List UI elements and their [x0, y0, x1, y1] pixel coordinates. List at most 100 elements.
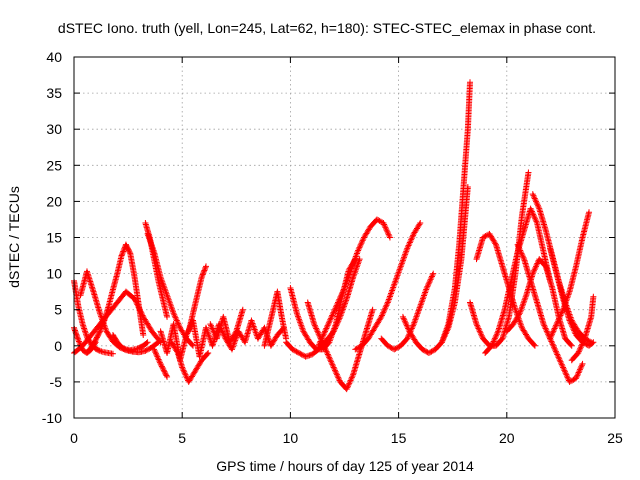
- data-point: [548, 332, 555, 339]
- data-point: [533, 263, 540, 270]
- data-point: [571, 329, 578, 336]
- data-point: [207, 322, 214, 329]
- data-point: [171, 313, 178, 320]
- data-point: [383, 225, 390, 232]
- data-point: [333, 370, 340, 377]
- data-point: [567, 318, 574, 325]
- data-point: [322, 347, 329, 354]
- data-point: [401, 318, 408, 325]
- data-point: [317, 338, 324, 345]
- data-point: [392, 345, 399, 352]
- data-point: [132, 298, 139, 305]
- data-point: [75, 338, 82, 345]
- data-point: [379, 311, 386, 318]
- data-point: [405, 326, 412, 333]
- x-tick-label: 10: [283, 430, 299, 446]
- data-point: [568, 321, 575, 328]
- data-point: [179, 364, 186, 371]
- data-point: [325, 352, 332, 359]
- data-point: [409, 233, 416, 240]
- data-point: [474, 322, 481, 329]
- x-tick-label: 25: [607, 430, 623, 446]
- data-point: [388, 344, 395, 351]
- data-point: [549, 329, 556, 336]
- data-point: [326, 318, 333, 325]
- data-point: [329, 361, 336, 368]
- data-point: [530, 211, 537, 218]
- data-point: [535, 204, 542, 211]
- data-point: [75, 337, 82, 344]
- data-point: [530, 212, 537, 219]
- y-tick-label: 35: [46, 85, 62, 101]
- data-point: [339, 289, 346, 296]
- data-point: [382, 305, 389, 312]
- data-point: [493, 331, 500, 338]
- y-tick-labels: -10 -5 0 5 10 15 20 25 30 35 40: [42, 49, 62, 426]
- data-point: [138, 311, 145, 318]
- data-point: [189, 341, 196, 348]
- data-point: [557, 358, 564, 365]
- data-point: [410, 322, 417, 329]
- data-point: [475, 325, 482, 332]
- data-point: [517, 247, 524, 254]
- x-tick-label: 5: [178, 430, 186, 446]
- data-point: [298, 351, 305, 358]
- data-point: [553, 321, 560, 328]
- data-point: [199, 271, 206, 278]
- y-tick-label: 40: [46, 49, 62, 65]
- y-axis-title: dSTEC / TECUs: [6, 186, 22, 288]
- data-point: [320, 342, 327, 349]
- x-axis-title: GPS time / hours of day 125 of year 2014: [216, 458, 474, 474]
- data-point: [335, 374, 342, 381]
- data-point: [136, 306, 143, 313]
- data-point: [569, 377, 576, 384]
- data-point: [373, 216, 380, 223]
- data-point: [532, 196, 539, 203]
- data-point: [201, 266, 208, 273]
- data-point: [567, 320, 574, 327]
- data-point: [154, 355, 161, 362]
- data-point: [143, 347, 150, 354]
- data-point: [358, 240, 365, 247]
- data-point: [552, 348, 559, 355]
- data-point: [489, 339, 496, 346]
- data-point: [393, 344, 400, 351]
- data-point: [137, 308, 144, 315]
- data-point: [402, 319, 409, 326]
- data-point: [424, 283, 431, 290]
- data-point: [209, 325, 216, 332]
- data-point: [333, 303, 340, 310]
- data-point: [386, 234, 393, 241]
- data-point: [323, 348, 330, 355]
- data-point: [121, 345, 128, 352]
- data-point: [318, 335, 325, 342]
- data-point: [552, 347, 559, 354]
- data-point: [208, 324, 215, 331]
- data-point: [552, 322, 559, 329]
- data-point: [533, 218, 540, 225]
- data-point: [568, 342, 575, 349]
- data-point: [580, 338, 587, 345]
- data-point: [534, 202, 541, 209]
- data-point: [531, 267, 538, 274]
- data-point: [332, 305, 339, 312]
- data-point: [359, 237, 366, 244]
- data-point: [296, 350, 303, 357]
- data-point: [516, 246, 523, 253]
- x-tick-labels: 0 5 10 15 20 25: [70, 430, 623, 446]
- data-point: [321, 329, 328, 336]
- data-point: [336, 295, 343, 302]
- data-point: [315, 329, 322, 336]
- data-point: [109, 350, 116, 357]
- data-point: [574, 372, 581, 379]
- data-point: [179, 365, 186, 372]
- data-point: [369, 306, 376, 313]
- data-point: [478, 332, 485, 339]
- data-point: [328, 313, 335, 320]
- data-point: [146, 345, 153, 352]
- data-point: [478, 331, 485, 338]
- data-point: [290, 347, 297, 354]
- data-point: [479, 234, 486, 241]
- data-point: [550, 342, 557, 349]
- data-point: [202, 264, 209, 271]
